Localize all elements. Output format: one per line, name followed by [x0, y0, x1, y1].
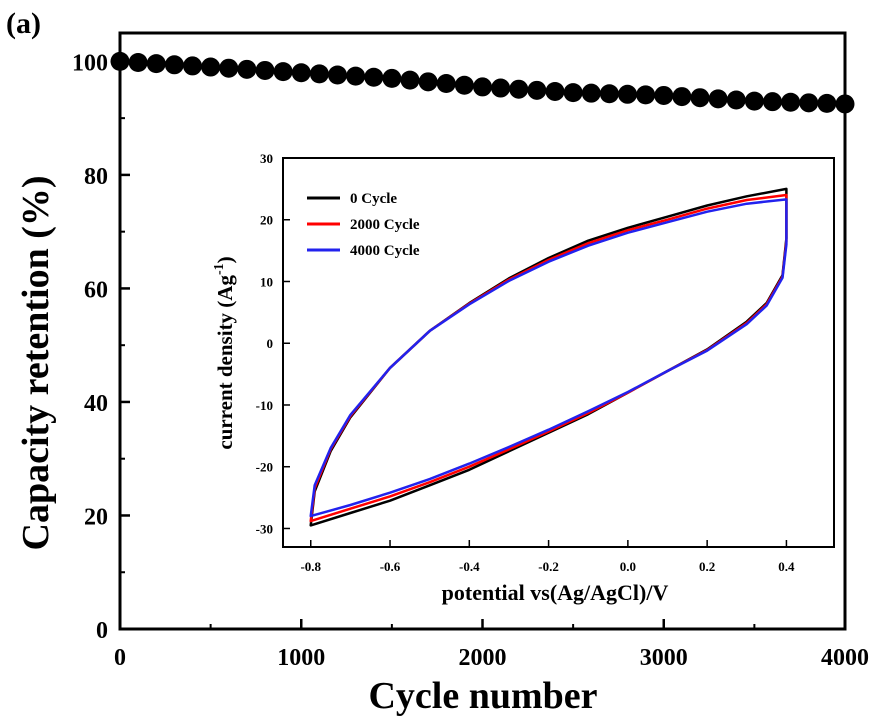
inset-chart: -0.8 -0.6 -0.4 -0.2 0.0 0.2 0.4 -30 -20 -10 0 10 20 3…	[212, 151, 835, 605]
main-x-tick-label: 1000	[277, 645, 325, 671]
data-point	[237, 59, 257, 79]
data-point	[128, 53, 148, 73]
main-x-tick-label: 2000	[459, 645, 507, 671]
main-y-axis-title: Capacity retention (%)	[15, 175, 57, 550]
data-point	[527, 80, 547, 100]
data-point	[364, 67, 384, 87]
panel-label: (a)	[6, 7, 41, 40]
data-point	[799, 93, 819, 113]
inset-y-axis-title-main: current density (Ag	[213, 275, 237, 450]
main-x-axis-title: Cycle number	[368, 675, 597, 717]
data-point	[509, 79, 529, 99]
legend-label: 4000 Cycle	[350, 243, 420, 259]
data-point	[219, 58, 239, 78]
inset-x-tick-label: 0.2	[699, 559, 715, 574]
data-point	[545, 81, 565, 101]
data-point	[255, 60, 275, 80]
inset-plot-frame	[282, 157, 835, 548]
data-point	[346, 66, 366, 86]
legend-label: 0 Cycle	[350, 191, 397, 207]
inset-x-axis-title: potential vs(Ag/AgCl)/V	[442, 580, 669, 605]
data-point	[763, 92, 782, 112]
inset-y-axis-title-sup: -1	[212, 263, 227, 275]
inset-x-tick-label: -0.6	[380, 559, 401, 574]
data-point	[418, 72, 438, 92]
data-point	[636, 85, 656, 105]
inset-y-axis-title: current density (Ag-1)	[212, 256, 237, 449]
data-point	[183, 56, 202, 76]
data-point	[726, 90, 746, 110]
data-point	[164, 55, 184, 75]
data-point	[291, 63, 311, 83]
inset-data-series	[309, 187, 788, 527]
cv-curve	[309, 198, 788, 518]
main-y-tick-label: 100	[72, 50, 108, 76]
inset-y-tick-label: -10	[256, 398, 273, 413]
data-point	[400, 70, 420, 90]
inset-legend: 0 Cycle 2000 Cycle 4000 Cycle	[307, 191, 420, 259]
main-x-tick-label: 3000	[640, 645, 688, 671]
data-point	[110, 51, 130, 71]
inset-x-tick-label: -0.2	[538, 559, 559, 574]
data-point	[563, 83, 583, 103]
inset-y-tick-label: 30	[260, 151, 273, 166]
main-x-tick-label: 4000	[821, 645, 869, 671]
main-y-tick-label: 80	[84, 164, 108, 190]
data-point	[835, 94, 855, 114]
inset-x-tick-label: -0.8	[300, 559, 321, 574]
main-y-tick-label: 0	[96, 618, 108, 644]
data-point	[146, 54, 166, 74]
data-point	[744, 91, 764, 111]
main-y-tick-label: 60	[84, 277, 108, 303]
main-data-series	[110, 51, 855, 114]
data-point	[618, 84, 637, 104]
data-point	[454, 75, 474, 95]
data-point	[309, 64, 329, 84]
legend-label: 2000 Cycle	[350, 217, 420, 233]
main-y-tick-label: 40	[84, 391, 108, 417]
data-point	[436, 74, 456, 94]
data-point	[581, 83, 601, 103]
inset-axis-ticks: -0.8 -0.6 -0.4 -0.2 0.0 0.2 0.4 -30 -20 -10 0 10 20 3…	[256, 151, 795, 574]
data-point	[672, 87, 692, 107]
inset-x-tick-label: 0.0	[620, 559, 636, 574]
inset-y-tick-label: 20	[260, 213, 273, 228]
inset-y-tick-label: 10	[260, 274, 273, 289]
data-point	[201, 57, 221, 77]
inset-y-axis-title-close: )	[213, 256, 237, 263]
data-point	[382, 68, 402, 88]
main-x-tick-label: 0	[114, 645, 126, 671]
inset-y-tick-label: 0	[267, 336, 274, 351]
inset-x-tick-label: -0.4	[459, 559, 480, 574]
data-point	[328, 65, 347, 85]
data-point	[781, 92, 801, 112]
data-point	[491, 78, 511, 98]
data-point	[690, 88, 710, 108]
inset-y-tick-label: -20	[256, 460, 273, 475]
data-point	[473, 77, 492, 97]
data-point	[654, 85, 674, 105]
inset-y-tick-label: -30	[256, 521, 273, 536]
data-point	[273, 62, 293, 82]
inset-x-tick-label: 0.4	[778, 559, 795, 574]
data-point	[708, 89, 728, 109]
main-y-tick-label: 20	[84, 504, 108, 530]
data-point	[599, 84, 619, 104]
data-point	[817, 93, 837, 113]
